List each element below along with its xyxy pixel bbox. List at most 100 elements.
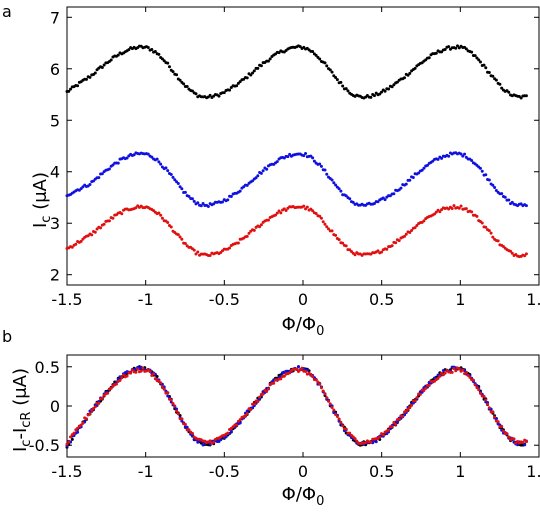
data-point <box>157 52 161 56</box>
data-point <box>259 223 263 227</box>
data-point <box>259 64 263 68</box>
data-point <box>196 250 200 254</box>
data-point <box>394 423 398 426</box>
data-point <box>311 156 315 160</box>
data-point <box>392 192 396 196</box>
data-point <box>406 407 410 411</box>
data-point <box>337 187 341 191</box>
data-point <box>395 80 399 84</box>
data-point <box>152 372 156 376</box>
data-point <box>169 398 173 402</box>
data-point <box>390 244 394 248</box>
data-point <box>385 247 389 251</box>
data-point <box>185 425 189 429</box>
data-point <box>178 235 182 239</box>
data-point <box>484 66 488 70</box>
data-point <box>236 241 240 245</box>
data-point <box>136 367 140 371</box>
data-point <box>325 396 329 400</box>
y-tick-label: 7 <box>50 8 60 27</box>
data-point <box>166 220 170 224</box>
data-point <box>491 235 495 239</box>
data-point <box>259 171 263 175</box>
data-point <box>187 194 191 198</box>
data-point <box>258 395 262 399</box>
data-point <box>97 401 101 405</box>
data-point <box>524 439 528 443</box>
data-point <box>268 57 272 61</box>
data-point <box>415 396 419 400</box>
data-point <box>256 66 260 70</box>
data-point <box>397 417 401 421</box>
data-point <box>160 385 164 389</box>
data-point <box>180 237 184 241</box>
x-tick-label: -1 <box>138 290 154 309</box>
data-point <box>69 87 73 91</box>
data-point <box>452 204 456 208</box>
x-tick-label: 1 <box>455 290 465 309</box>
series-1-0 <box>65 365 528 449</box>
data-point <box>226 431 230 435</box>
data-point <box>509 249 513 253</box>
x-tick-label: 0 <box>298 290 308 309</box>
data-point <box>484 398 488 402</box>
data-point <box>160 216 164 220</box>
data-point <box>88 75 92 79</box>
data-point <box>254 176 258 180</box>
data-point <box>252 402 256 406</box>
data-point <box>265 167 269 171</box>
data-point <box>415 223 419 227</box>
data-point <box>67 440 71 444</box>
data-point <box>404 232 408 236</box>
data-point <box>493 415 497 419</box>
data-point <box>321 389 325 393</box>
data-point <box>175 409 179 413</box>
data-point <box>84 77 88 81</box>
data-point <box>475 214 479 218</box>
data-point <box>461 368 465 372</box>
data-point <box>109 386 113 390</box>
x-tick-label: 0 <box>298 462 308 481</box>
data-point <box>440 156 444 160</box>
data-point <box>332 181 336 185</box>
data-point <box>159 162 163 166</box>
data-point <box>238 189 242 193</box>
data-point <box>523 254 527 258</box>
data-point <box>510 251 514 255</box>
data-point <box>125 374 129 378</box>
panel-b: b -1.5 -1 -0.5 0 0.5 1 1.5 -0.5 0 0.5 Ic-IcR (μA)… <box>2 327 540 509</box>
data-point <box>334 75 338 79</box>
data-point <box>261 169 265 173</box>
data-point <box>408 71 412 75</box>
data-point <box>344 427 348 431</box>
data-point <box>484 225 488 229</box>
data-point <box>300 366 304 370</box>
data-point <box>392 421 396 425</box>
data-point <box>99 226 103 230</box>
data-point <box>341 84 345 88</box>
data-point <box>330 406 334 410</box>
data-point <box>392 83 396 87</box>
data-point <box>387 428 391 432</box>
data-point <box>171 70 175 74</box>
data-point <box>334 233 338 237</box>
data-point <box>505 432 509 436</box>
data-point <box>100 396 104 400</box>
data-point <box>478 166 482 170</box>
data-point <box>477 58 481 62</box>
data-point <box>380 250 384 254</box>
series-0-1 <box>65 151 528 208</box>
data-point <box>344 244 348 248</box>
data-point <box>288 371 292 375</box>
data-point <box>408 178 412 182</box>
data-point <box>491 183 495 187</box>
data-point <box>330 70 334 74</box>
data-point <box>450 207 454 211</box>
data-point <box>190 197 194 201</box>
data-point <box>100 172 104 176</box>
data-point <box>404 182 408 186</box>
data-point <box>166 394 170 398</box>
data-point <box>228 246 232 250</box>
data-point <box>395 420 399 424</box>
data-point <box>275 160 279 164</box>
